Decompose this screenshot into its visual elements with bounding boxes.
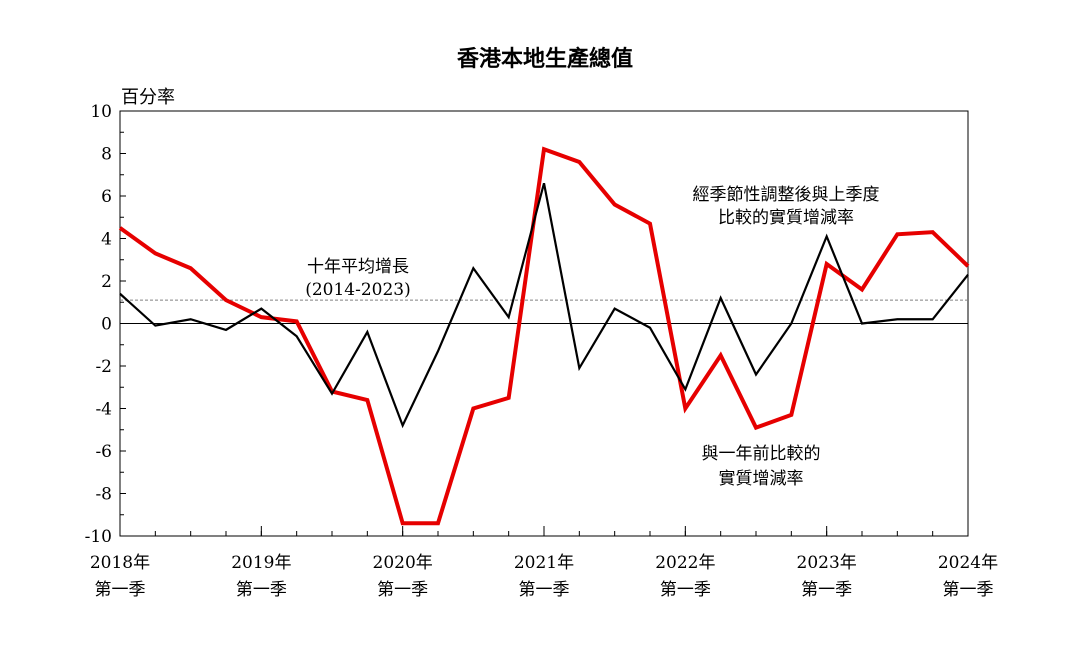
x-tick-label-year: 2021年 <box>514 553 574 573</box>
reference-line-label: 十年平均增長 (2014-2023) <box>305 257 411 300</box>
ten-year-average-period: (2014-2023) <box>305 280 411 300</box>
y-axis-label: 百分率 <box>121 87 175 108</box>
x-tick-label-quarter: 第一季 <box>801 580 852 600</box>
y-tick-label: 4 <box>101 230 112 250</box>
y-tick-label: -8 <box>95 485 112 505</box>
qoq-annotation-line-2: 比較的實質增減率 <box>718 208 854 228</box>
yoy-annotation: 與一年前比較的 實質增減率 <box>702 444 821 489</box>
yoy-series-line <box>118 146 970 526</box>
y-tick-label: -4 <box>95 400 112 420</box>
x-tick-label-quarter: 第一季 <box>943 580 994 600</box>
x-tick-label-quarter: 第一季 <box>236 580 287 600</box>
x-tick-label-quarter: 第一季 <box>519 580 570 600</box>
x-tick-label-year: 2023年 <box>797 553 857 573</box>
y-tick-label: -6 <box>95 442 112 462</box>
y-axis-ticks: 10 8 6 4 2 0 -2 -4 -6 -8 -10 <box>85 102 126 547</box>
y-tick-label: 6 <box>101 187 112 207</box>
x-tick-label-year: 2018年 <box>90 553 150 573</box>
x-tick-label-year: 2022年 <box>655 553 715 573</box>
y-tick-label: -10 <box>85 527 112 547</box>
y-tick-label: 8 <box>101 145 112 165</box>
chart-title: 香港本地生產總值 <box>457 46 633 72</box>
x-tick-label-quarter: 第一季 <box>660 580 711 600</box>
qoq-series-line <box>119 182 969 429</box>
x-tick-label-year: 2019年 <box>231 553 291 573</box>
ten-year-average-label: 十年平均增長 <box>307 257 409 277</box>
yoy-annotation-line-2: 實質增減率 <box>719 469 804 489</box>
y-tick-label: 10 <box>90 102 112 122</box>
series-lines <box>118 146 970 526</box>
y-tick-label: -2 <box>95 357 112 377</box>
x-tick-label-year: 2024年 <box>938 553 998 573</box>
x-tick-label-quarter: 第一季 <box>377 580 428 600</box>
yoy-annotation-line-1: 與一年前比較的 <box>702 444 821 464</box>
y-tick-label: 2 <box>101 272 112 292</box>
y-tick-label: 0 <box>101 315 112 335</box>
x-tick-label-year: 2020年 <box>373 553 433 573</box>
x-tick-label-quarter: 第一季 <box>95 580 146 600</box>
qoq-annotation: 經季節性調整後與上季度 比較的實質增減率 <box>693 185 880 228</box>
reference-layer <box>120 299 968 324</box>
qoq-annotation-line-1: 經季節性調整後與上季度 <box>693 185 880 205</box>
